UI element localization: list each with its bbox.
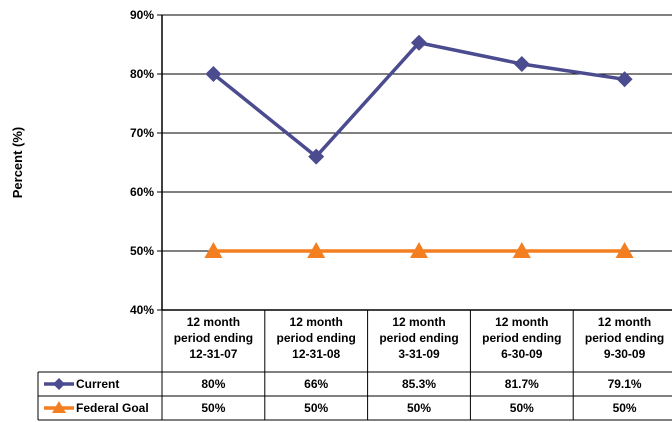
- data-label: 50%: [510, 401, 534, 415]
- data-label: 80%: [201, 377, 225, 391]
- axes: [157, 14, 672, 311]
- y-tick-labels: 40% 50% 60% 70% 80% 90%: [130, 8, 154, 317]
- series-current: [205, 34, 633, 165]
- x-category-label: 12 month period ending 3-31-09: [379, 315, 458, 361]
- y-axis-label: Percent (%): [10, 127, 25, 199]
- data-label: 81.7%: [505, 377, 539, 391]
- data-label: 50%: [407, 401, 431, 415]
- data-point: [513, 55, 530, 72]
- series-federal-goal: [204, 242, 634, 258]
- x-category-label-line: 12 month: [495, 315, 548, 329]
- data-label: 79.1%: [608, 377, 642, 391]
- series-lines: [204, 34, 634, 258]
- y-tick-label: 40%: [130, 303, 154, 317]
- x-category-label-line: period ending: [277, 331, 356, 345]
- x-category-label-line: period ending: [379, 331, 458, 345]
- x-category-label-line: 12-31-08: [292, 347, 340, 361]
- legend-key-current: [44, 378, 74, 390]
- legend-marker: [53, 378, 65, 390]
- data-label: 50%: [201, 401, 225, 415]
- y-tick-label: 90%: [130, 8, 154, 22]
- gridlines: [162, 14, 672, 252]
- data-point: [616, 71, 633, 88]
- data-point: [205, 66, 222, 82]
- x-category-label: 12 month period ending 12-31-08: [277, 315, 356, 361]
- series-line: [212, 40, 625, 159]
- x-category-label-line: 12 month: [392, 315, 445, 329]
- data-point: [307, 242, 326, 258]
- x-category-label-line: 3-31-09: [398, 347, 440, 361]
- data-point: [410, 242, 428, 258]
- x-category-label-line: period ending: [585, 331, 664, 345]
- x-category-label: 12 month period ending 12-31-07: [174, 315, 253, 361]
- data-point: [512, 242, 531, 258]
- x-category-label-line: 12 month: [187, 315, 240, 329]
- legend-label: Current: [76, 377, 119, 391]
- legend-label: Federal Goal: [76, 401, 149, 415]
- data-point: [204, 242, 223, 258]
- x-category-label-line: 12 month: [598, 315, 651, 329]
- data-label: 50%: [613, 401, 637, 415]
- x-category-label: 12 month period ending 9-30-09: [585, 315, 664, 361]
- data-point: [615, 242, 634, 258]
- data-table: 12 month period ending 12-31-07 12 month per…: [37, 310, 672, 421]
- data-label: 50%: [304, 401, 328, 415]
- x-category-label-line: period ending: [482, 331, 561, 345]
- x-category-label: 12 month period ending 6-30-09: [482, 315, 561, 361]
- legend-marker: [52, 401, 66, 413]
- y-tick-label: 60%: [130, 185, 154, 199]
- x-category-label-line: 6-30-09: [501, 347, 543, 361]
- y-tick-label: 80%: [130, 67, 154, 81]
- x-category-label-line: 12-31-07: [189, 347, 237, 361]
- data-point: [308, 148, 325, 165]
- y-tick-label: 70%: [130, 126, 154, 140]
- x-category-label-line: 9-30-09: [604, 347, 646, 361]
- data-label: 66%: [304, 377, 328, 391]
- x-category-label-line: 12 month: [290, 315, 343, 329]
- y-tick-label: 50%: [130, 244, 154, 258]
- legend-key-federal-goal: [44, 401, 74, 413]
- x-category-label-line: period ending: [174, 331, 253, 345]
- data-label: 85.3%: [402, 377, 436, 391]
- data-point: [411, 34, 427, 51]
